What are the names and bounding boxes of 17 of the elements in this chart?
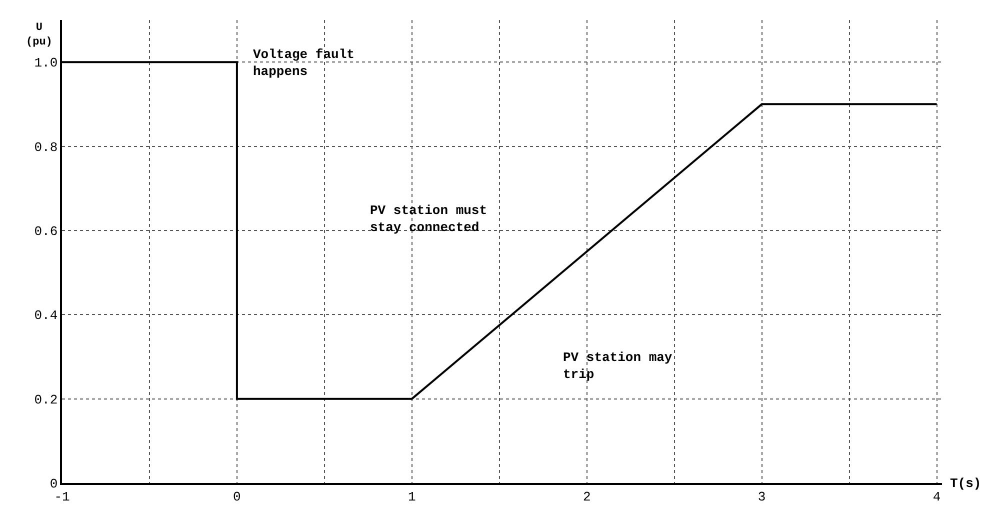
y-tick-label: 0.6 [34, 224, 58, 239]
x-tick-label: 3 [758, 489, 766, 504]
annotation: Voltage fault happens [253, 47, 354, 79]
y-axis-title: U (pu) [26, 22, 52, 48]
y-tick-label: 0 [50, 476, 58, 492]
y-tick-label: 0.8 [34, 140, 58, 155]
annotation: PV station may trip [563, 350, 672, 382]
x-tick-label: -1 [54, 489, 70, 504]
x-axis-title: T(s) [950, 476, 982, 491]
x-tick-label: 0 [233, 489, 241, 504]
x-tick-label: 2 [582, 489, 591, 504]
y-tick-label: 0.2 [34, 392, 58, 408]
x-tick-label: 1 [408, 489, 416, 504]
annotation: PV station must stay connected [370, 203, 488, 235]
x-tick-label: 4 [932, 489, 941, 504]
y-tick-label: 1.0 [34, 56, 58, 71]
y-tick-label: 0.4 [34, 308, 58, 324]
